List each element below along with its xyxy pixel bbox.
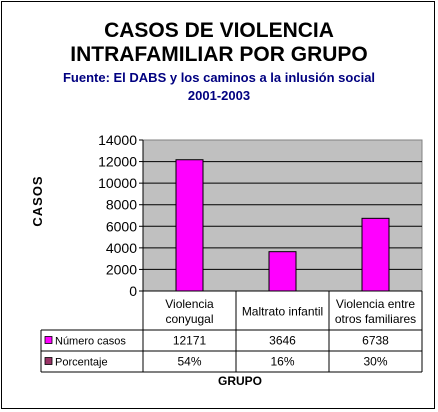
chart-title-line-2: INTRAFAMILIAR POR GRUPO	[70, 43, 368, 66]
legend-key	[44, 357, 53, 365]
y-tick-label: 6000	[106, 218, 137, 234]
y-tick-label: 4000	[106, 240, 137, 256]
category-label: otros familiares	[335, 312, 416, 326]
table-row-label: Porcentaje	[55, 357, 108, 369]
table-cell: 3646	[269, 334, 296, 348]
y-tick-label: 14000	[98, 132, 137, 148]
table-cell: 30%	[363, 355, 387, 369]
legend-key	[44, 336, 53, 344]
y-tick-label: 10000	[98, 175, 137, 191]
table-cell: 54%	[177, 355, 201, 369]
table-row-label: Número casos	[55, 336, 126, 348]
table-cell: 12171	[173, 334, 207, 348]
chart-subtitle-line-1: Fuente: El DABS y los caminos a la inlus…	[62, 70, 376, 85]
bar-1	[175, 159, 204, 292]
category-label: Violencia	[165, 297, 214, 311]
y-tick-label: 0	[129, 283, 137, 299]
category-label: conyugal	[165, 312, 213, 326]
table-cell: 6738	[362, 334, 389, 348]
y-tick-label: 12000	[98, 154, 137, 170]
table-cell: 16%	[270, 355, 294, 369]
y-tick-label: 8000	[106, 197, 137, 213]
category-label: Violencia entre	[336, 297, 415, 311]
category-label: Maltrato infantil	[242, 305, 323, 319]
y-tick-label: 2000	[106, 261, 137, 277]
bar-2	[268, 251, 297, 292]
chart-subtitle-line-2: 2001-2003	[187, 88, 251, 103]
chart-title-line-1: CASOS DE VIOLENCIA	[104, 19, 334, 42]
x-axis-label: GRUPO	[217, 374, 262, 388]
bar-3	[361, 217, 390, 292]
